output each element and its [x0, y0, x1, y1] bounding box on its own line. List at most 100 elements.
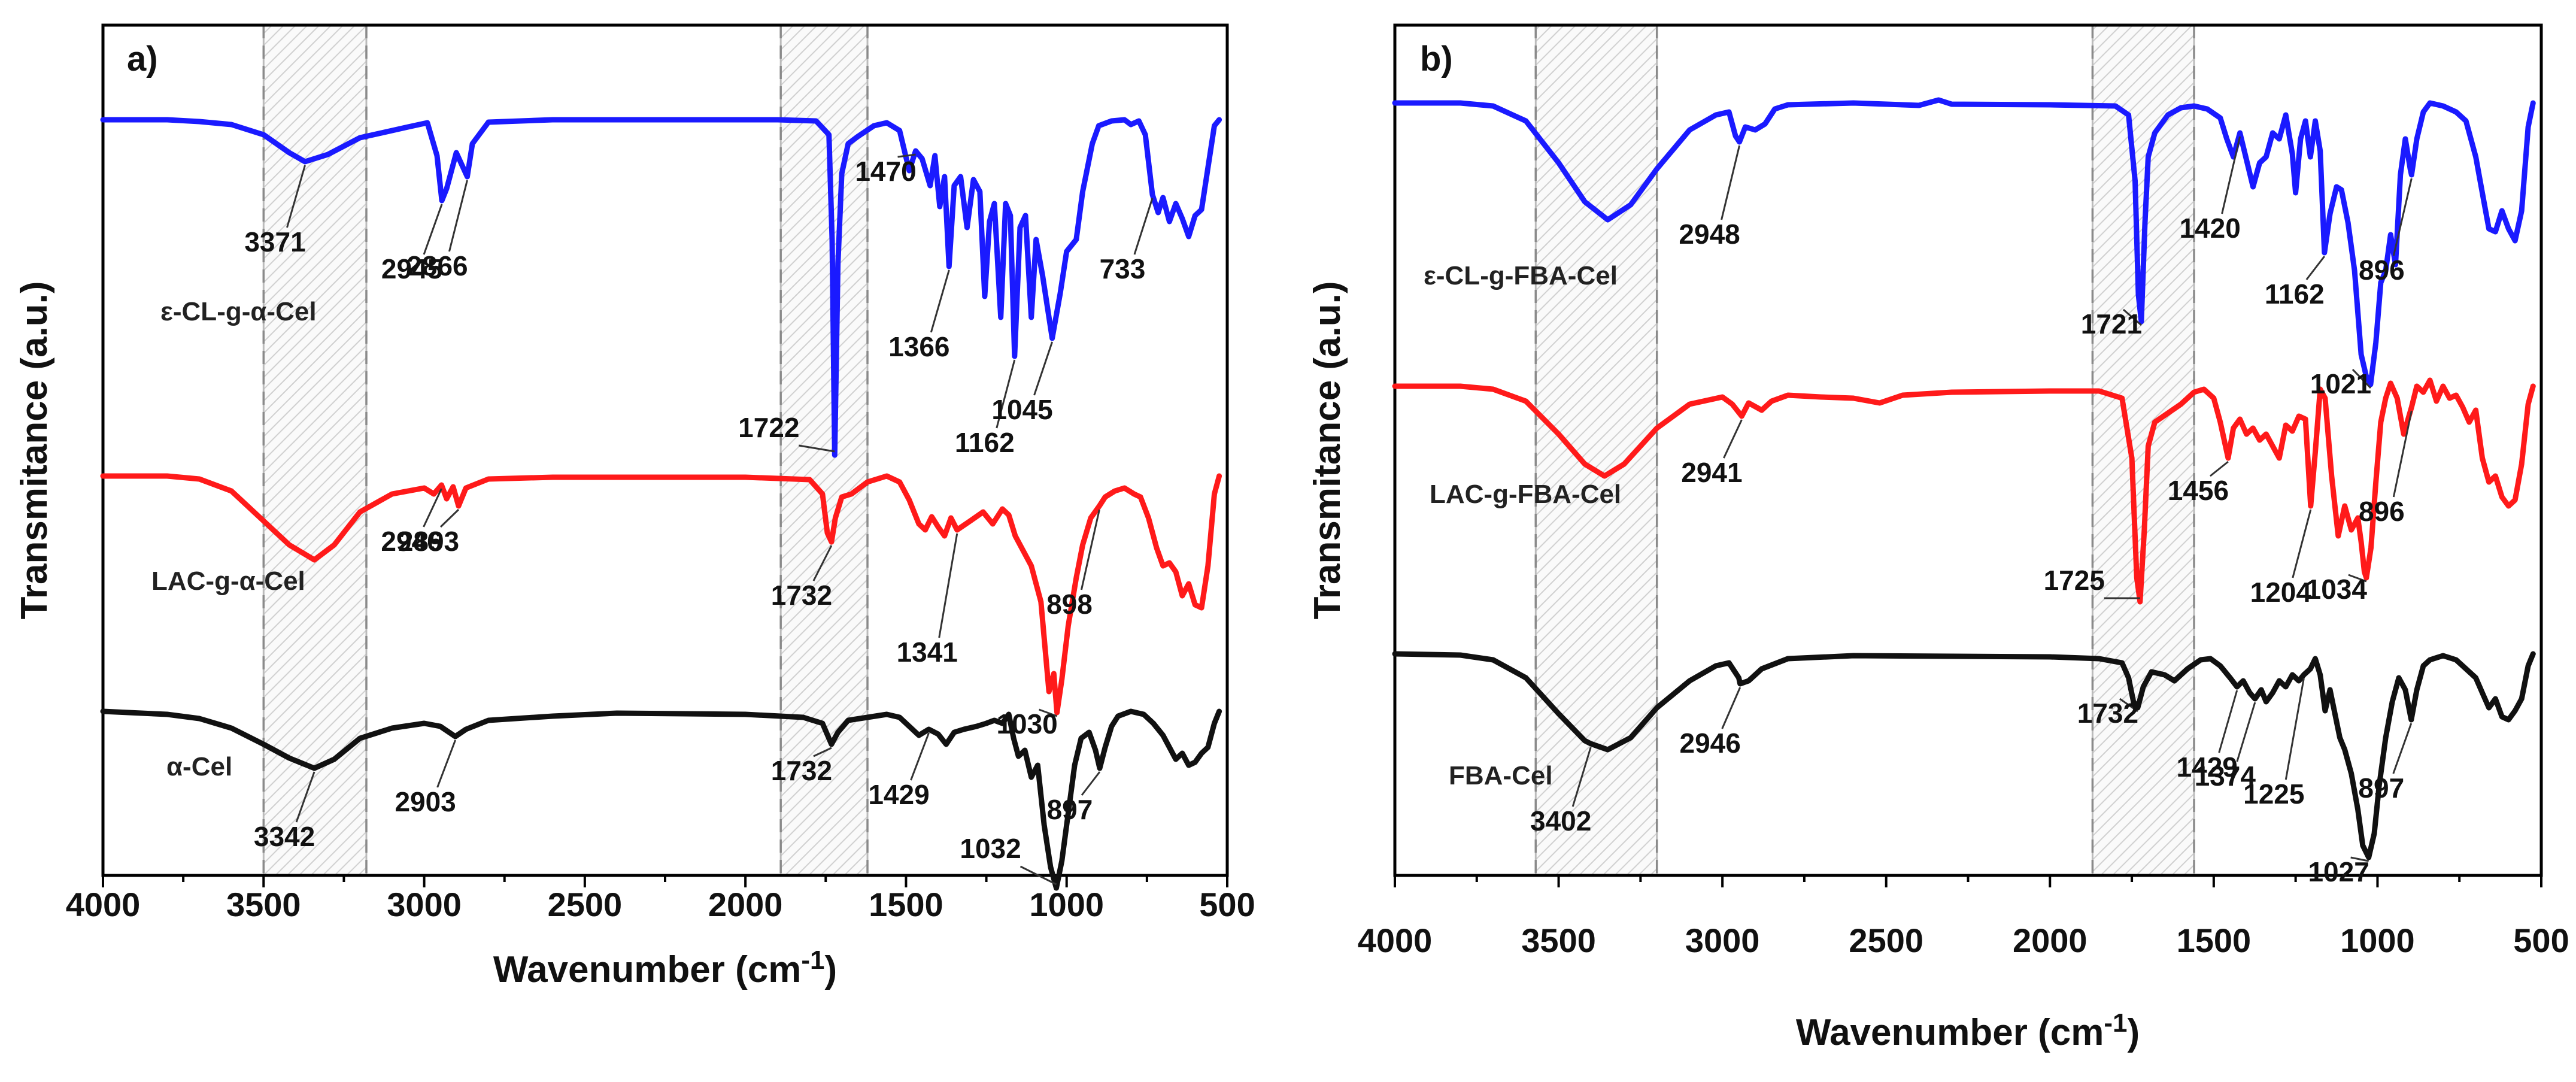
panel-a: 4000 3500 3000 2500 2000 1500 1000 500 ε-CL-g-α…: [14, 23, 1255, 990]
panel-a-peak-leader: [1039, 708, 1058, 717]
panel-a-peak-label: 1732: [771, 580, 832, 611]
panel-b-series-line-3: [1392, 651, 2536, 860]
panel-b-peak-leader: [1721, 145, 1741, 220]
panel-b-peak-label: 1420: [2179, 213, 2240, 244]
panel-a-shaded-regions: [262, 24, 869, 877]
panel-a-peak-leader: [439, 508, 460, 528]
panel-b-x-tick-label: 2000: [2013, 922, 2087, 959]
panel-a-peak-leader: [897, 153, 916, 158]
panel-a-peak-label: 897: [1047, 794, 1093, 825]
panel-a-peak-label: 1045: [991, 394, 1052, 425]
panel-a-peak-label: 898: [1046, 589, 1093, 620]
panel-a-series-line-2: [100, 473, 1222, 716]
panel-a-peak-leader: [1080, 509, 1100, 590]
panel-a-series: [100, 117, 1222, 891]
panel-b-peak-leader: [2122, 308, 2142, 326]
panel-b-peak-label: 896: [2359, 254, 2405, 286]
panel-a-x-tick-label: 4000: [66, 886, 141, 923]
panel-a-peak-leader: [938, 533, 958, 638]
panel-b-peak-leader: [1723, 419, 1743, 459]
panel-a-x-tick-label: 2500: [548, 886, 623, 923]
panel-b-peak-label: 896: [2359, 496, 2405, 527]
panel-b-x-axis-title-close: ): [2127, 1012, 2140, 1053]
panel-b-peak-label: 2941: [1681, 457, 1742, 488]
panel-b-series-name-1: ε-CL-g-FBA-Cel: [1424, 261, 1618, 290]
panel-a-peak-leader: [286, 165, 306, 228]
panel-a-peak-leader: [1133, 198, 1154, 255]
panel-b-x-tick-label: 3500: [1521, 922, 1596, 959]
panel-a-series-name-2: LAC-g-α-Cel: [151, 566, 305, 596]
panel-b-x-axis-title: Wavenumber (cm-1): [1796, 1008, 2140, 1053]
panel-b-peak-leader: [2221, 136, 2241, 214]
panel-a-peak-label: 2946: [381, 526, 442, 557]
panel-a-peak-leader: [436, 739, 457, 788]
panel-b: 4000 3500 3000 2500 2000 1500 1000 500 ε-CL-g-F…: [1307, 23, 2569, 1053]
panel-b-peak-label: 1027: [2308, 856, 2369, 887]
panel-a-peak-label: 2893: [398, 526, 459, 557]
panel-b-peak-label: 1721: [2081, 308, 2142, 340]
panel-a-y-axis-title: Transmitance (a.u.): [14, 281, 55, 619]
panel-a-peak-label: 1366: [888, 331, 949, 362]
panel-b-peak-label: 1732: [2077, 698, 2138, 729]
panel-b-x-axis: 4000 3500 3000 2500 2000 1500 1000 500: [1358, 875, 2569, 959]
panel-a-series-line-3: [100, 708, 1222, 891]
panel-b-peak-leader: [2392, 723, 2413, 774]
panel-a-peak-label: 2866: [406, 250, 468, 281]
panel-b-series-line-1: [1392, 97, 2536, 387]
panel-b-peak-leader: [2352, 368, 2372, 389]
panel-a-x-axis-title-close: ): [824, 949, 837, 990]
panel-a-peak-label: 1162: [955, 427, 1015, 458]
panel-b-peak-leader: [2284, 678, 2305, 780]
panel-a-peak-label: 1030: [996, 708, 1057, 739]
panel-a-peak-leader: [930, 269, 950, 333]
panel-a-x-tick-label: 3000: [387, 886, 462, 923]
panel-b-peak-label: 1034: [2306, 574, 2368, 605]
panel-a-peak-label: 733: [1100, 253, 1146, 284]
panel-a-peak-label: 1722: [738, 412, 799, 443]
panel-b-peak-label: 1429: [2177, 751, 2238, 783]
panel-b-peak-label: 1225: [2243, 778, 2304, 810]
panel-b-peak-leader: [2236, 702, 2256, 762]
panel-b-x-tick-label: 1500: [2177, 922, 2252, 959]
panel-a-peak-label: 1470: [855, 156, 916, 187]
panel-b-peak-leader: [2392, 178, 2413, 256]
panel-b-series-name-2: LAC-g-FBA-Cel: [1430, 480, 1621, 509]
panel-a-x-axis-title-sup: -1: [801, 945, 824, 975]
panel-b-peak-label: 1374: [2195, 760, 2256, 792]
panel-b-peak-label: 1456: [2168, 475, 2229, 506]
panel-b-series-name-3: FBA-Cel: [1449, 761, 1553, 790]
panel-b-x-axis-title-main: Wavenumber (cm: [1796, 1012, 2104, 1053]
panel-a-label: a): [127, 40, 158, 78]
panel-b-peak-leader: [2209, 460, 2229, 477]
panel-a-peak-label: 2903: [395, 786, 456, 817]
panel-b-peak-label: 897: [2358, 772, 2404, 804]
panel-b-series-line-2: [1392, 377, 2536, 605]
panel-a-x-tick-label: 1000: [1029, 886, 1104, 923]
panel-a-peak-label: 1341: [897, 637, 958, 668]
panel-b-peak-label: 1725: [2044, 565, 2105, 596]
panel-b-x-tick-label: 3000: [1685, 922, 1760, 959]
panel-b-x-tick-label: 500: [2513, 922, 2569, 959]
panel-a-series-name-1: ε-CL-g-α-Cel: [160, 297, 317, 326]
panel-a-x-axis: 4000 3500 3000 2500 2000 1500 1000 500: [66, 875, 1255, 923]
panel-a-peak-leader: [423, 204, 443, 255]
panel-a-peak-leader: [812, 545, 833, 581]
panel-b-x-tick-label: 4000: [1358, 922, 1433, 959]
panel-b-label: b): [1420, 40, 1453, 78]
panel-a-peak-leader: [295, 771, 315, 823]
panel-a-peak-leader: [799, 444, 835, 453]
panel-a-peak-label: 1429: [868, 779, 929, 810]
panel-b-peak-label: 3402: [1530, 805, 1591, 836]
panel-a-peak-leader: [448, 180, 468, 252]
panel-a-peak-leader: [813, 747, 832, 757]
panel-b-peak-leader: [2119, 698, 2138, 713]
panel-a-peak-label: 2945: [381, 253, 442, 284]
panel-a-x-tick-label: 500: [1199, 886, 1255, 923]
panel-a-x-tick-label: 3500: [226, 886, 301, 923]
panel-a-peak-label: 3371: [244, 226, 305, 257]
panel-b-peak-leader: [2348, 574, 2367, 583]
panel-a-peak-leader: [1081, 771, 1101, 796]
panel-a-x-axis-title-main: Wavenumber (cm: [493, 949, 802, 990]
